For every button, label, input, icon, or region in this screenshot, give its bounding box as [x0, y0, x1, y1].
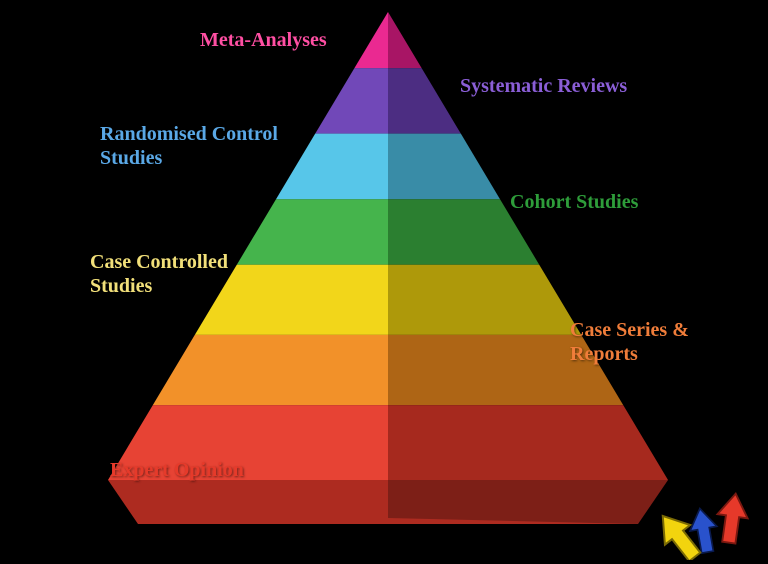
label-meta-analyses: Meta-Analyses	[200, 28, 327, 52]
label-systematic-reviews: Systematic Reviews	[460, 74, 627, 98]
label-expert-opinion: Expert Opinion	[110, 458, 244, 482]
label-case-controlled-studies: Case Controlled Studies	[90, 250, 228, 298]
label-cohort-studies: Cohort Studies	[510, 190, 638, 214]
label-case-series-reports: Case Series & Reports	[570, 318, 689, 366]
decorative-arrows-icon	[640, 470, 760, 560]
pyramid-left-highlight	[108, 12, 388, 480]
arrow-icon-1	[714, 492, 751, 545]
label-randomised-control-studies: Randomised Control Studies	[100, 122, 278, 170]
